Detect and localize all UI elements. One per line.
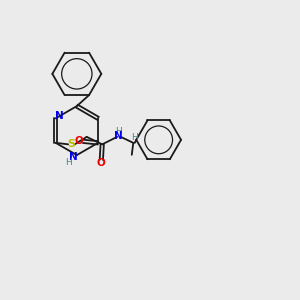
Text: O: O: [75, 136, 83, 146]
Text: H: H: [65, 158, 72, 167]
Text: N: N: [114, 131, 122, 141]
Text: H: H: [131, 133, 138, 142]
Text: S: S: [67, 139, 75, 149]
Text: N: N: [69, 152, 78, 162]
Text: N: N: [55, 111, 64, 121]
Text: O: O: [97, 158, 106, 167]
Text: H: H: [115, 127, 122, 136]
